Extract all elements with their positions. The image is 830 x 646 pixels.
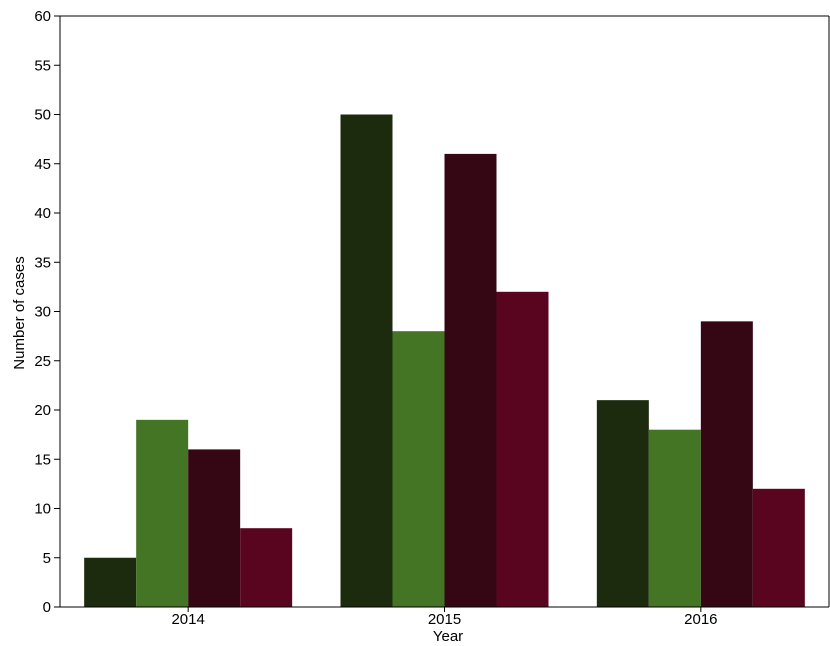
y-tick-label-15: 15 [34,451,51,468]
bar-2016-series-3 [700,321,753,607]
axes-group: 2014 2015 2016 0 5 10 15 20 25 30 35 40 45 50 55 60 [34,8,830,628]
bars-group [84,114,805,607]
y-tick-label-40: 40 [34,205,51,222]
y-tick-label-50: 50 [34,107,51,124]
y-tick-label-5: 5 [43,550,51,567]
bar-2014-series-1 [84,557,137,607]
y-tick-label-10: 10 [34,501,51,518]
y-tick-label-30: 30 [34,304,51,321]
bar-2015-series-4 [496,291,549,607]
bar-2014-series-4 [240,528,293,607]
y-tick-label-45: 45 [34,156,51,173]
bar-2015-series-3 [444,153,497,607]
x-tick-label-2015: 2015 [428,611,461,628]
bar-2016-series-1 [596,400,649,607]
y-tick-label-25: 25 [34,353,51,370]
y-tick-label-35: 35 [34,254,51,271]
bar-2016-series-2 [648,429,701,607]
y-tick-label-60: 60 [34,8,51,25]
x-tick-label-2014: 2014 [171,611,204,628]
y-tick-label-20: 20 [34,402,51,419]
bar-2014-series-3 [188,449,241,607]
bar-2016-series-4 [752,488,805,607]
bar-2014-series-2 [136,419,189,607]
x-axis-title: Year [433,628,463,645]
bar-2015-series-1 [340,114,393,607]
y-tick-label-0: 0 [43,599,51,616]
x-tick-label-2016: 2016 [684,611,717,628]
y-axis-title: Number of cases [11,256,28,369]
y-tick-label-55: 55 [34,57,51,74]
bar-2015-series-2 [392,331,445,607]
